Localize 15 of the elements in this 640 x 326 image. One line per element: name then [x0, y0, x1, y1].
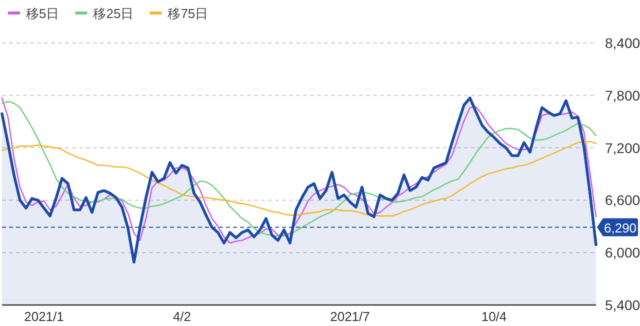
x-tick-label: 2021/1 — [24, 309, 64, 324]
x-tick-label: 4/2 — [172, 309, 192, 324]
legend-label: 移5日 — [26, 6, 60, 21]
y-tick-label: 7,200 — [605, 140, 640, 156]
y-tick-label: 6,600 — [605, 192, 640, 208]
y-tick-label: 7,800 — [605, 87, 640, 104]
y-tick-label: 6,000 — [605, 244, 640, 261]
legend-label: 移25日 — [93, 6, 134, 21]
y-tick-label: 8,400 — [605, 35, 640, 51]
line-series — [1, 141, 597, 217]
ref-line-label: 6,290 — [604, 220, 637, 236]
legend-label: 移75日 — [168, 6, 208, 21]
x-tick-label: 10/4 — [481, 309, 507, 324]
x-tick-label: 2021/7 — [330, 309, 370, 324]
y-tick-label: 5,400 — [605, 297, 640, 313]
